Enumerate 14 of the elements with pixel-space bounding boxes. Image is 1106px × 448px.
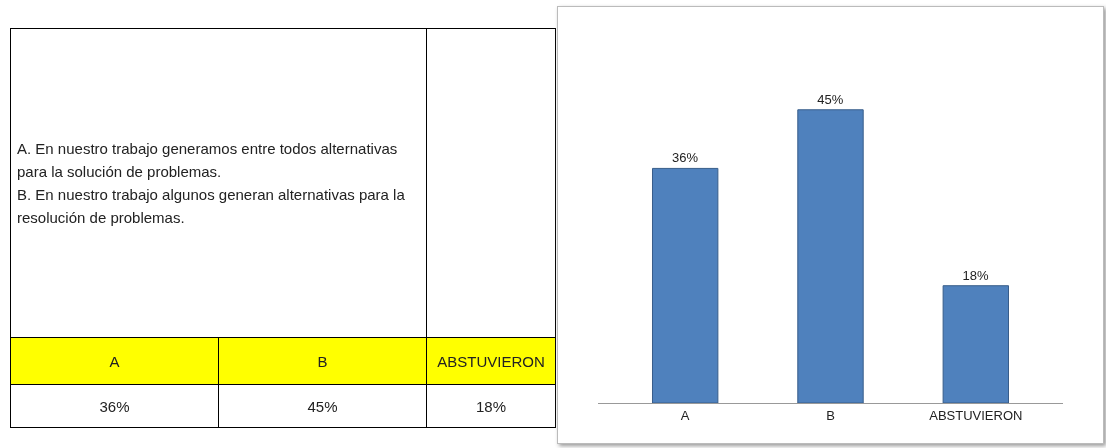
category-label: B [317, 352, 328, 370]
text: A. En nuestro trabajo generamos entre todos alternativas para la solución de problemas. [17, 138, 399, 182]
data-label: 45% [817, 91, 844, 107]
category-label: A [109, 352, 120, 370]
text: 45% [307, 397, 338, 415]
text: 36% [99, 397, 130, 415]
data-label: 18% [962, 267, 990, 283]
text: 18% [475, 397, 507, 415]
x-tick-label: B [826, 407, 835, 423]
x-tick-label: ABSTUVIERON [929, 407, 1023, 423]
x-tick-label: A [680, 407, 690, 423]
data-label: 36% [671, 150, 699, 166]
text: B. En nuestro trabajo algunos generan alternativas para la resolución de problemas. [17, 185, 406, 229]
category-label: ABSTUVIERON [437, 352, 545, 370]
